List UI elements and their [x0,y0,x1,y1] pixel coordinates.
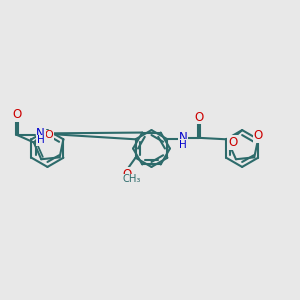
Text: O: O [194,111,203,124]
Text: O: O [122,168,131,181]
Text: O: O [228,136,237,149]
Text: H: H [179,140,187,150]
Text: O: O [12,108,22,121]
Text: O: O [254,129,263,142]
Text: H: H [37,135,45,145]
Text: N: N [178,131,187,144]
Text: CH₃: CH₃ [122,174,141,184]
Text: O: O [44,130,53,140]
Text: N: N [36,127,45,140]
